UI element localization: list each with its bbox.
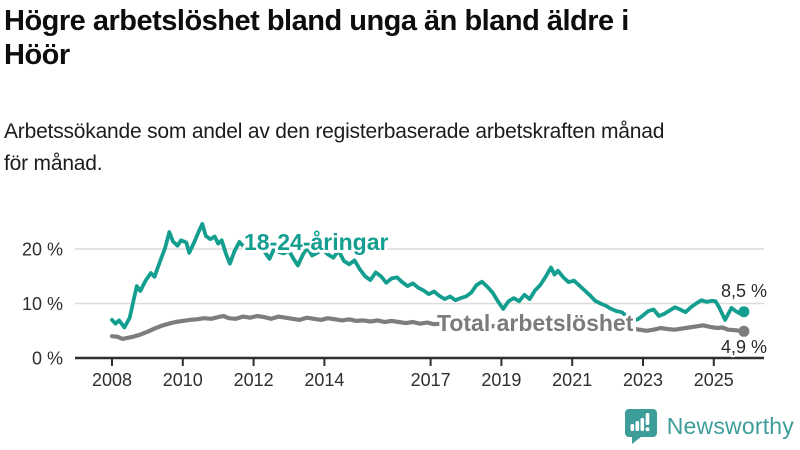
bar-chart-speech-bubble-icon (624, 409, 657, 444)
y-axis-tick-label: 20 % (22, 240, 63, 260)
page-title-line-2: Höör (4, 39, 70, 71)
chart-subtitle: Arbetssökande som andel av den registerb… (4, 116, 664, 180)
chart-subtitle-line-2: för månad. (4, 152, 103, 175)
x-axis-tick-label: 2008 (92, 370, 132, 390)
x-axis-tick-label: 2014 (304, 370, 344, 390)
series-line-youth (110, 221, 746, 330)
newsworthy-logo: Newsworthy (624, 408, 794, 444)
page-title-line-1: Högre arbetslöshet bland unga än bland ä… (4, 5, 629, 37)
x-axis-tick-label: 2021 (552, 370, 592, 390)
newsworthy-logo-text: Newsworthy (666, 412, 794, 439)
series-label-youth: 18-24-åringar (244, 229, 389, 255)
x-axis-tick-label: 2017 (411, 370, 451, 390)
y-axis-tick-label: 0 % (32, 349, 63, 369)
y-axis-tick-label: 10 % (22, 294, 63, 314)
series-line-total (109, 313, 747, 341)
series-label-total: Total arbetslöshet (437, 310, 634, 336)
x-axis-tick-label: 2012 (234, 370, 274, 390)
x-axis-tick-label: 2019 (481, 370, 521, 390)
page-title: Högre arbetslöshet bland unga än bland ä… (4, 4, 796, 72)
series-end-value-label-youth: 8,5 % (721, 281, 767, 301)
x-axis-tick-label: 2010 (163, 370, 203, 390)
series-end-dot-youth (738, 306, 750, 318)
chart-subtitle-line-1: Arbetssökande som andel av den registerb… (4, 120, 665, 143)
series-end-dot-total (738, 325, 750, 337)
series-end-value-label-total: 4,9 % (721, 337, 767, 357)
x-axis-tick-label: 2025 (694, 370, 734, 390)
header: Högre arbetslöshet bland unga än bland ä… (4, 4, 796, 72)
x-axis-tick-label: 2023 (623, 370, 663, 390)
